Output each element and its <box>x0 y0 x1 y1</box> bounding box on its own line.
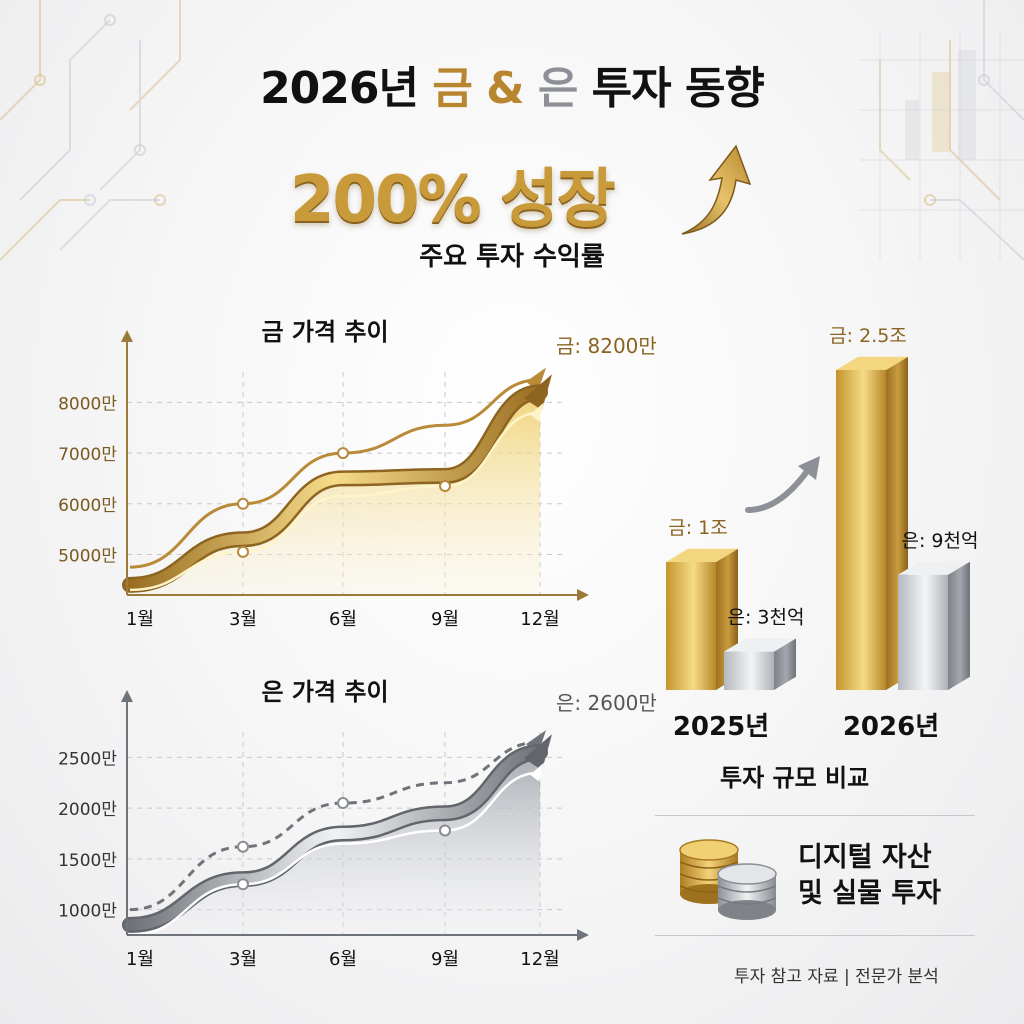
y-axis-arrow <box>121 690 133 702</box>
silver-bar-front <box>898 574 948 690</box>
asset-info-line1: 디지털 자산 <box>798 842 932 873</box>
gold-bar-label: 금: 1조 <box>668 517 728 539</box>
chart-title: 은 가격 추이 <box>261 678 388 706</box>
x-tick-label: 1월 <box>126 949 154 970</box>
silver-bar-label: 은: 9천억 <box>902 530 979 552</box>
y-tick-label: 5000만 <box>58 546 117 566</box>
x-tick-label: 3월 <box>229 609 257 630</box>
growth-arrow-icon <box>681 144 752 235</box>
main-arrowhead <box>524 734 552 771</box>
gold-bar-top <box>836 356 908 370</box>
data-marker <box>237 497 249 510</box>
data-marker <box>439 480 451 493</box>
y-tick-label: 2000만 <box>58 800 117 820</box>
data-marker <box>237 878 249 891</box>
x-axis-arrow <box>577 589 589 601</box>
data-marker <box>237 545 249 558</box>
lower-arrowhead <box>530 402 544 422</box>
y-tick-label: 2500만 <box>58 749 117 769</box>
coins-icon <box>679 839 777 920</box>
lower-trend-line <box>129 411 541 592</box>
y-tick-label: 6000만 <box>58 496 117 516</box>
asset-info-line2: 및 실물 투자 <box>798 878 941 909</box>
x-tick-label: 3월 <box>229 949 257 970</box>
x-tick-label: 1월 <box>126 609 154 630</box>
gold-bar-front <box>666 562 716 690</box>
data-marker <box>439 824 451 837</box>
gold-bar-label: 금: 2.5조 <box>829 325 907 347</box>
data-marker <box>337 447 349 460</box>
chart-title: 금 가격 추이 <box>261 318 388 346</box>
comparison-title: 투자 규모 비교 <box>720 764 870 792</box>
silver-price-chart: 은 가격 추이 1000만 1500만 2000만 2500만 1월 3월 6월 9월 12월 은:… <box>58 678 657 970</box>
silver-bar-label: 은: 3천억 <box>728 607 805 629</box>
page-title: 2026년 금 & 은 투자 동향 <box>0 52 1024 116</box>
divider-top <box>655 815 975 816</box>
category-label: 2026년 <box>843 712 939 742</box>
divider-bottom <box>655 935 975 936</box>
y-tick-label: 8000만 <box>58 394 117 414</box>
gold-price-chart: 금 가격 추이 5000만 6000만 7000만 8000만 1월 3월 6월 9월 12월 금:… <box>58 318 657 630</box>
asset-info-text: 디지털 자산 및 실물 투자 <box>798 840 941 912</box>
title-rest: 투자 동향 <box>591 63 765 114</box>
end-value-label: 은: 2600만 <box>556 691 657 715</box>
silver-bar-top <box>724 638 796 652</box>
lower-trend-line <box>129 771 541 937</box>
silver-bar-top <box>898 561 970 575</box>
silver-bar-front <box>724 651 774 690</box>
silver-bar-side <box>774 638 796 690</box>
main-band <box>124 746 546 931</box>
gold-bar-front <box>836 370 886 690</box>
gold-bar-top <box>666 548 738 562</box>
y-tick-label: 1000만 <box>58 902 117 922</box>
silver-bar-side <box>948 561 970 690</box>
y-tick-label: 7000만 <box>58 445 117 465</box>
x-tick-label: 12월 <box>520 949 559 970</box>
lower-arrowhead <box>530 762 544 782</box>
x-tick-label: 6월 <box>329 609 357 630</box>
footer-note: 투자 참고 자료 | 전문가 분석 <box>734 967 939 987</box>
title-silver-word: 은 <box>537 63 578 114</box>
main-band <box>124 386 546 591</box>
title-year: 2026년 <box>260 63 419 114</box>
growth-headline: 200% 성장 <box>290 163 616 237</box>
subtitle: 주요 투자 수익률 <box>419 242 605 272</box>
x-axis-arrow <box>577 929 589 941</box>
title-ampersand: & <box>486 63 524 114</box>
y-tick-label: 1500만 <box>58 851 117 871</box>
x-tick-label: 9월 <box>431 949 459 970</box>
investment-comparison-chart: 금: 1조은: 3천억 2025년 금: 2.5조은: 9천억 2026년 <box>666 325 979 742</box>
growth-arrowhead-icon <box>798 456 820 480</box>
data-marker <box>237 840 249 853</box>
end-value-label: 금: 8200만 <box>556 334 657 358</box>
growth-arrow-icon <box>745 467 811 513</box>
title-gold-word: 금 <box>432 63 472 114</box>
upper-trend-line <box>129 740 541 912</box>
data-marker <box>337 797 349 810</box>
x-tick-label: 6월 <box>329 949 357 970</box>
main-arrowhead <box>524 374 552 411</box>
x-tick-label: 12월 <box>520 609 559 630</box>
x-tick-label: 9월 <box>431 609 459 630</box>
y-axis-arrow <box>121 330 133 342</box>
category-label: 2025년 <box>673 712 769 742</box>
